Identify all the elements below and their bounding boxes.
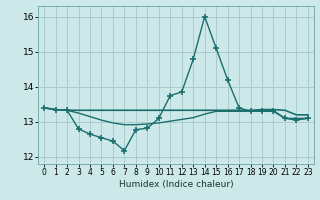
X-axis label: Humidex (Indice chaleur): Humidex (Indice chaleur) (119, 180, 233, 189)
